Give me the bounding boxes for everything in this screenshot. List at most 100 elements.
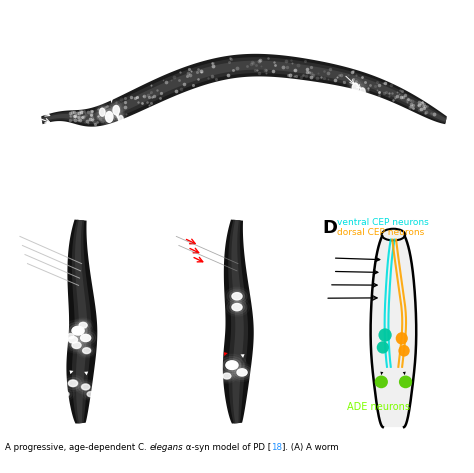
Point bbox=[204, 74, 212, 82]
Circle shape bbox=[78, 333, 93, 343]
Point bbox=[87, 111, 94, 119]
Point bbox=[410, 105, 417, 112]
Point bbox=[389, 96, 396, 104]
Circle shape bbox=[357, 84, 368, 100]
Point bbox=[70, 112, 78, 120]
Circle shape bbox=[118, 115, 123, 123]
Point bbox=[94, 105, 101, 113]
Circle shape bbox=[67, 379, 79, 387]
Polygon shape bbox=[84, 372, 88, 375]
Circle shape bbox=[361, 90, 364, 94]
Text: D: D bbox=[322, 219, 337, 237]
Point bbox=[73, 109, 81, 116]
Polygon shape bbox=[42, 61, 447, 122]
Point bbox=[295, 61, 302, 69]
Circle shape bbox=[74, 343, 79, 347]
Point bbox=[69, 115, 76, 123]
Point bbox=[78, 110, 86, 117]
Circle shape bbox=[100, 108, 105, 116]
Polygon shape bbox=[228, 220, 248, 423]
Point bbox=[138, 100, 146, 107]
Circle shape bbox=[232, 365, 252, 380]
Circle shape bbox=[67, 333, 74, 339]
Circle shape bbox=[66, 335, 80, 345]
Point bbox=[291, 66, 299, 74]
Point bbox=[252, 61, 260, 69]
Point bbox=[309, 71, 317, 79]
Ellipse shape bbox=[377, 341, 389, 354]
Circle shape bbox=[75, 329, 81, 333]
Point bbox=[226, 58, 233, 66]
Polygon shape bbox=[41, 54, 447, 127]
Point bbox=[416, 100, 424, 108]
Circle shape bbox=[75, 331, 96, 345]
Point bbox=[91, 120, 99, 128]
Point bbox=[407, 102, 415, 109]
Point bbox=[292, 72, 300, 79]
Circle shape bbox=[226, 361, 238, 369]
Circle shape bbox=[352, 83, 359, 93]
Point bbox=[173, 87, 180, 94]
Circle shape bbox=[66, 322, 90, 340]
Point bbox=[391, 94, 399, 102]
Point bbox=[96, 115, 104, 123]
Point bbox=[366, 81, 374, 88]
Point bbox=[229, 67, 237, 74]
Point bbox=[147, 88, 155, 96]
Point bbox=[184, 69, 192, 77]
Polygon shape bbox=[75, 220, 87, 423]
Circle shape bbox=[87, 392, 94, 397]
Circle shape bbox=[106, 112, 113, 123]
Point bbox=[375, 88, 383, 96]
Point bbox=[387, 81, 395, 89]
Circle shape bbox=[79, 323, 87, 328]
Polygon shape bbox=[70, 370, 73, 374]
Point bbox=[107, 112, 115, 120]
Point bbox=[187, 68, 194, 75]
Point bbox=[189, 81, 197, 88]
Point bbox=[66, 116, 74, 123]
Point bbox=[324, 75, 332, 83]
Point bbox=[422, 108, 429, 115]
Point bbox=[195, 65, 202, 72]
Point bbox=[258, 63, 265, 70]
Circle shape bbox=[72, 326, 84, 335]
Point bbox=[81, 118, 89, 126]
Circle shape bbox=[354, 86, 357, 90]
Point bbox=[83, 117, 91, 125]
Point bbox=[146, 89, 153, 96]
Point bbox=[72, 114, 79, 121]
Point bbox=[394, 88, 401, 96]
Point bbox=[374, 87, 381, 94]
Point bbox=[406, 104, 414, 111]
Point bbox=[269, 68, 276, 75]
Circle shape bbox=[235, 294, 239, 298]
Point bbox=[163, 78, 170, 86]
Point bbox=[307, 74, 314, 81]
Point bbox=[403, 98, 410, 106]
Point bbox=[421, 101, 428, 108]
Circle shape bbox=[239, 371, 245, 374]
Circle shape bbox=[65, 333, 76, 340]
Point bbox=[68, 108, 76, 116]
Point bbox=[77, 108, 84, 116]
Circle shape bbox=[232, 293, 242, 300]
Point bbox=[290, 66, 298, 73]
Polygon shape bbox=[224, 352, 228, 356]
Point bbox=[82, 109, 89, 117]
Point bbox=[144, 91, 151, 98]
Point bbox=[399, 93, 407, 100]
Point bbox=[67, 113, 75, 121]
Point bbox=[407, 96, 414, 104]
Point bbox=[397, 94, 405, 101]
Circle shape bbox=[81, 334, 91, 342]
Point bbox=[358, 73, 366, 80]
Circle shape bbox=[68, 336, 78, 343]
Point bbox=[409, 97, 416, 105]
Point bbox=[103, 103, 110, 110]
Point bbox=[247, 60, 255, 67]
Point bbox=[80, 107, 88, 115]
Circle shape bbox=[82, 384, 90, 390]
Point bbox=[418, 98, 426, 105]
Point bbox=[90, 119, 98, 126]
